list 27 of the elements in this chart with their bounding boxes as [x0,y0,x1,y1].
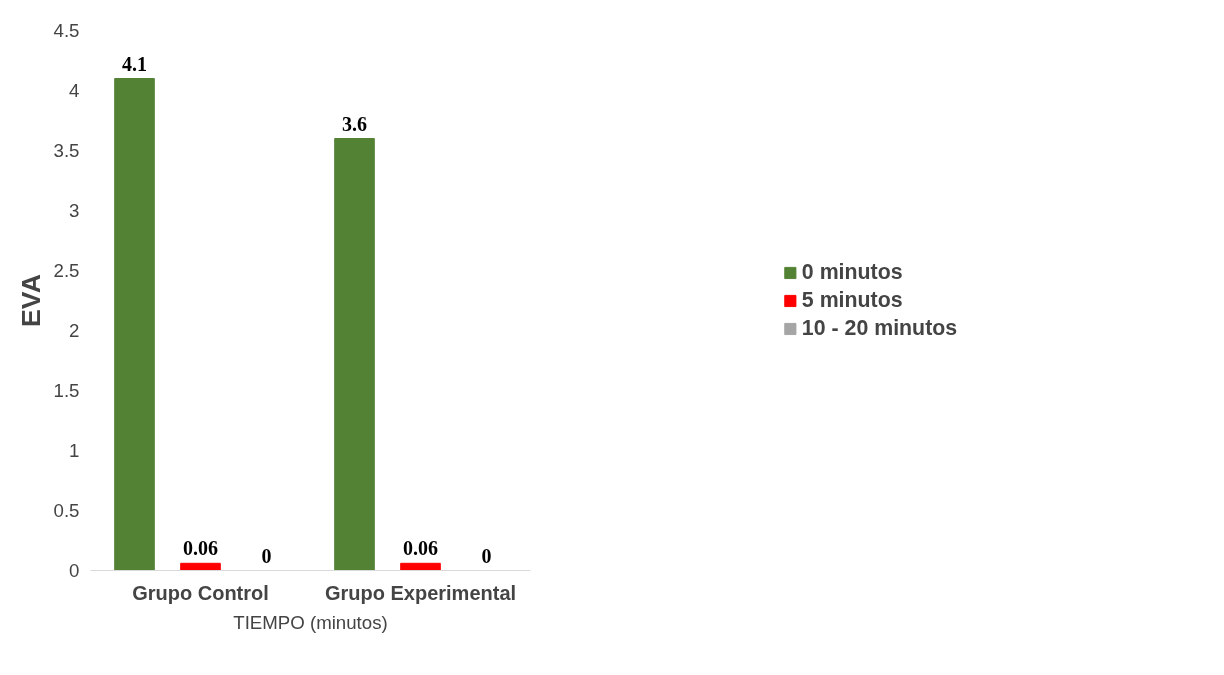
data-label: 0.06 [403,537,438,560]
y-tick-label: 4 [69,80,80,101]
bar [400,562,441,571]
y-tick-label: 1.5 [53,380,80,401]
y-tick-label: 4.5 [53,20,80,41]
data-label: 4.1 [122,52,147,75]
x-tick-label: Grupo Control [132,581,269,604]
data-label: 0.06 [183,537,218,560]
legend-label: 10 - 20 minutos [801,315,958,341]
legend-label: 0 minutos [801,259,903,285]
bar [114,78,155,571]
legend-label: 5 minutos [801,287,903,313]
data-label: 0 [261,544,272,567]
y-axis-title: EVA [15,274,46,327]
data-label: 3.6 [342,112,367,135]
bar [180,562,221,571]
y-tick-label: 1 [69,440,80,461]
bar [334,138,375,571]
y-tick-label: 3.5 [53,140,80,161]
x-tick-label: Grupo Experimental [324,581,517,604]
data-label: 0 [481,544,492,567]
y-tick-label: 0 [69,560,80,581]
y-tick-label: 2.5 [53,260,80,281]
y-tick-label: 0.5 [53,500,80,521]
y-tick-label: 2 [69,320,80,341]
y-tick-label: 3 [69,200,80,221]
x-axis-title: TIEMPO (minutos) [233,611,388,633]
